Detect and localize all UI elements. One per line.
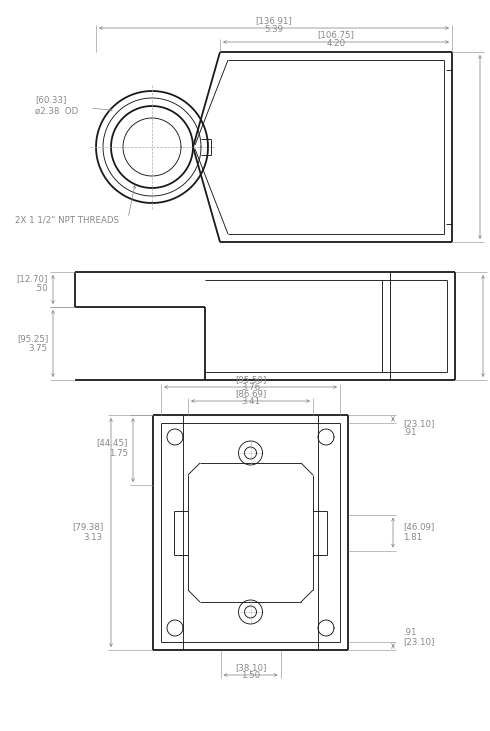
Text: [23.10]: [23.10] [403, 637, 434, 646]
Text: 1.81: 1.81 [403, 533, 422, 542]
Text: [136.91]: [136.91] [256, 17, 293, 26]
Text: [106.75]: [106.75] [318, 31, 354, 39]
Text: .50: .50 [34, 284, 48, 293]
Text: [23.10]: [23.10] [403, 419, 434, 428]
Text: 2X 1 1/2" NPT THREADS: 2X 1 1/2" NPT THREADS [15, 216, 119, 224]
Text: ø2.38  OD: ø2.38 OD [35, 107, 78, 115]
Text: [86.69]: [86.69] [235, 390, 266, 398]
Text: [12.70]: [12.70] [17, 274, 48, 283]
Text: [95.25]: [95.25] [17, 334, 48, 343]
Text: 4.20: 4.20 [326, 39, 345, 48]
Text: .91: .91 [403, 428, 416, 437]
Text: 3.76: 3.76 [241, 384, 260, 393]
Text: [44.45]: [44.45] [97, 439, 128, 447]
Text: 5.39: 5.39 [265, 25, 284, 34]
Text: 3.41: 3.41 [241, 398, 260, 406]
Text: [60.33]: [60.33] [35, 96, 66, 105]
Text: 3.13: 3.13 [84, 533, 103, 542]
Text: 1.50: 1.50 [241, 672, 260, 681]
Text: 3.75: 3.75 [29, 344, 48, 353]
Text: [95.50]: [95.50] [235, 376, 266, 385]
Text: [79.38]: [79.38] [72, 522, 103, 531]
Text: [38.10]: [38.10] [235, 664, 266, 673]
Text: 1.75: 1.75 [109, 449, 128, 458]
Text: .91: .91 [403, 628, 416, 637]
Text: [46.09]: [46.09] [403, 522, 434, 531]
